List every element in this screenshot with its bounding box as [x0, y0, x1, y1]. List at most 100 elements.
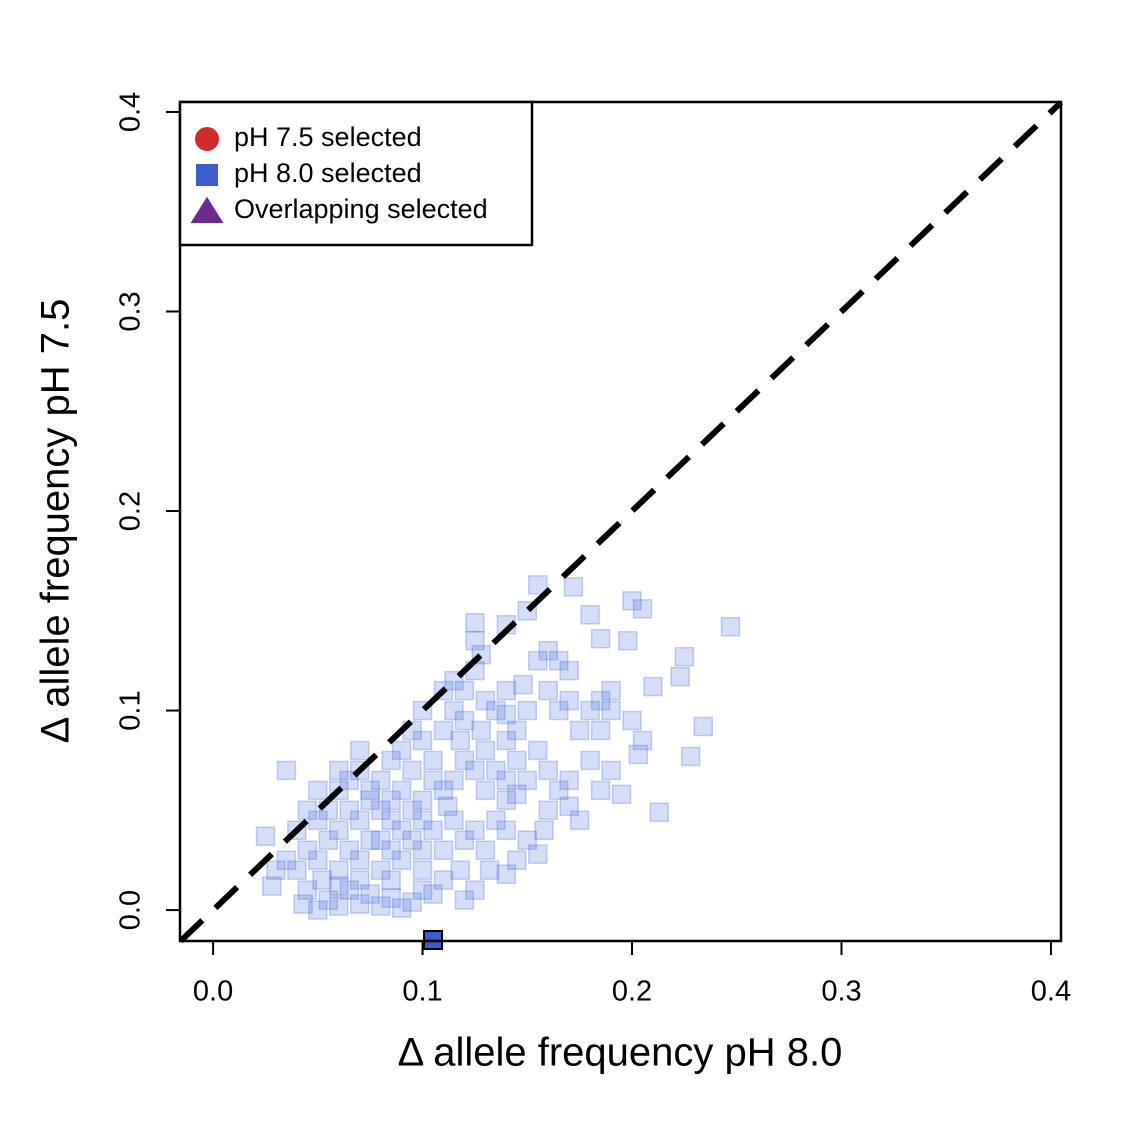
point [559, 690, 579, 711]
point [559, 796, 579, 817]
point [632, 599, 653, 619]
point [580, 750, 600, 771]
point [423, 820, 443, 841]
point [601, 760, 621, 781]
point [670, 666, 690, 687]
legend-marker [195, 127, 219, 151]
point [496, 704, 517, 725]
point [391, 780, 412, 801]
x-tick-label: 0.0 [193, 976, 233, 1008]
point [507, 750, 527, 771]
point [454, 710, 475, 731]
point [496, 820, 517, 841]
point [528, 575, 548, 595]
point [412, 790, 433, 811]
point [423, 750, 443, 771]
point [674, 646, 695, 667]
point [507, 784, 527, 805]
point [276, 850, 297, 870]
x-tick-label: 0.3 [821, 976, 861, 1008]
point [496, 864, 517, 884]
point [528, 740, 548, 761]
point [349, 810, 370, 831]
point [360, 790, 380, 811]
point [622, 710, 642, 731]
point [507, 720, 527, 741]
point [720, 616, 741, 637]
point [486, 760, 506, 781]
point [496, 770, 517, 791]
point [261, 876, 282, 896]
point [381, 810, 401, 831]
point [632, 730, 653, 751]
y-tick-label: 0.4 [115, 92, 147, 132]
point [513, 674, 533, 695]
point [370, 896, 391, 916]
x-tick-label: 0.1 [402, 976, 442, 1008]
point [276, 760, 297, 781]
point [693, 716, 713, 737]
point [486, 700, 506, 721]
point [517, 830, 538, 850]
point [643, 676, 663, 697]
point [437, 796, 458, 817]
point [391, 820, 412, 841]
point [538, 680, 558, 701]
point [622, 591, 642, 611]
legend-label: pH 8.0 selected [234, 158, 422, 188]
point [559, 770, 579, 791]
point [381, 888, 401, 908]
point [423, 770, 443, 791]
point [349, 850, 370, 870]
point [370, 800, 391, 821]
point [412, 860, 433, 880]
point [680, 746, 701, 767]
point [297, 800, 318, 821]
point [293, 894, 313, 914]
point [444, 670, 464, 691]
point [475, 840, 496, 860]
point [297, 880, 318, 900]
point [370, 830, 391, 850]
x-tick-label: 0.2 [612, 976, 652, 1008]
point [580, 700, 600, 721]
point [528, 844, 548, 864]
point [329, 860, 349, 880]
point [538, 640, 558, 661]
point [287, 860, 307, 880]
point [370, 770, 391, 791]
y-tick-label: 0.3 [115, 291, 147, 331]
point [569, 720, 590, 741]
x-axis-title: Δ allele frequency pH 8.0 [398, 1031, 843, 1075]
point [339, 880, 359, 900]
point [329, 896, 349, 916]
point [402, 830, 422, 850]
point [329, 820, 349, 841]
point [349, 870, 370, 890]
point [349, 740, 370, 761]
point [486, 810, 506, 831]
point [454, 680, 475, 701]
point [412, 880, 433, 900]
point [381, 840, 401, 860]
plot-frame [178, 100, 1063, 943]
legend: pH 7.5 selected pH 8.0 selected Overlappin… [178, 100, 534, 247]
point [534, 820, 554, 841]
point [538, 760, 558, 781]
point [496, 790, 517, 811]
point [391, 740, 412, 761]
point [412, 730, 433, 751]
point [628, 744, 649, 765]
point [569, 810, 590, 831]
point [360, 780, 380, 801]
point [450, 860, 471, 880]
point [454, 830, 475, 850]
point [444, 770, 464, 791]
point [465, 613, 485, 633]
point [611, 784, 632, 805]
y-tick-label: 0.2 [115, 491, 147, 531]
point [548, 780, 569, 801]
y-tick-label: 0.1 [115, 690, 147, 730]
y-tick-label: 0.0 [115, 890, 147, 930]
legend-label: pH 7.5 selected [234, 122, 422, 152]
